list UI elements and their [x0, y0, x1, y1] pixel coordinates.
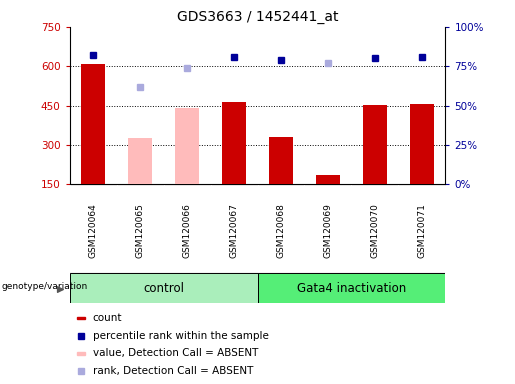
Text: count: count: [93, 313, 123, 323]
Text: GSM120070: GSM120070: [370, 203, 380, 258]
Bar: [410, 104, 434, 184]
Text: GSM120066: GSM120066: [182, 203, 192, 258]
Text: GSM120069: GSM120069: [323, 203, 333, 258]
Bar: [77, 352, 85, 355]
Text: GSM120064: GSM120064: [89, 203, 97, 258]
Text: Gata4 inactivation: Gata4 inactivation: [297, 281, 406, 295]
Bar: [70, 273, 258, 303]
Bar: [258, 273, 445, 303]
Text: GSM120067: GSM120067: [230, 203, 238, 258]
Text: GSM120065: GSM120065: [135, 203, 145, 258]
Text: percentile rank within the sample: percentile rank within the sample: [93, 331, 269, 341]
Title: GDS3663 / 1452441_at: GDS3663 / 1452441_at: [177, 10, 338, 25]
Bar: [363, 105, 387, 184]
Bar: [269, 137, 293, 184]
Bar: [316, 175, 340, 184]
Bar: [222, 102, 246, 184]
Text: GSM120068: GSM120068: [277, 203, 285, 258]
Bar: [175, 108, 199, 184]
Bar: [81, 65, 105, 184]
Text: genotype/variation: genotype/variation: [2, 282, 88, 291]
Text: GSM120071: GSM120071: [418, 203, 426, 258]
Text: rank, Detection Call = ABSENT: rank, Detection Call = ABSENT: [93, 366, 253, 376]
Bar: [128, 138, 152, 184]
Text: control: control: [143, 281, 184, 295]
Bar: [77, 316, 85, 319]
Text: value, Detection Call = ABSENT: value, Detection Call = ABSENT: [93, 348, 258, 358]
